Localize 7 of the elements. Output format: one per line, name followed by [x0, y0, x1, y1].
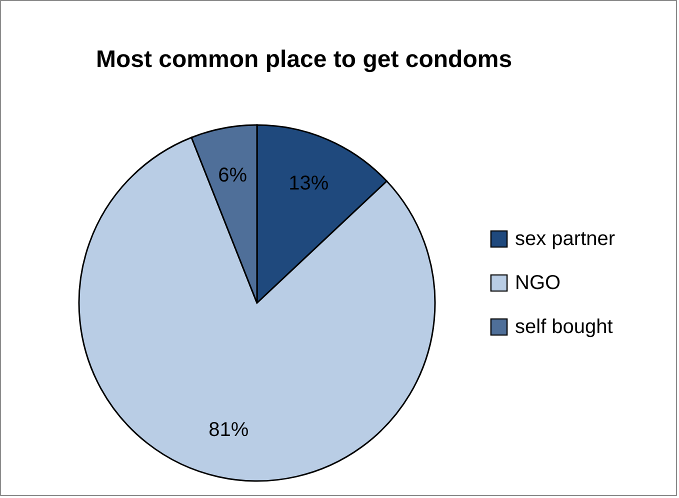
data-label: 13%: [288, 172, 329, 195]
data-label: 81%: [208, 418, 249, 441]
legend-label: NGO: [515, 272, 561, 294]
data-label: 6%: [218, 164, 248, 186]
legend-label: self bought: [515, 316, 614, 338]
chart-title: Most common place to get condoms: [96, 46, 512, 73]
legend-label: sex partner: [515, 228, 616, 250]
